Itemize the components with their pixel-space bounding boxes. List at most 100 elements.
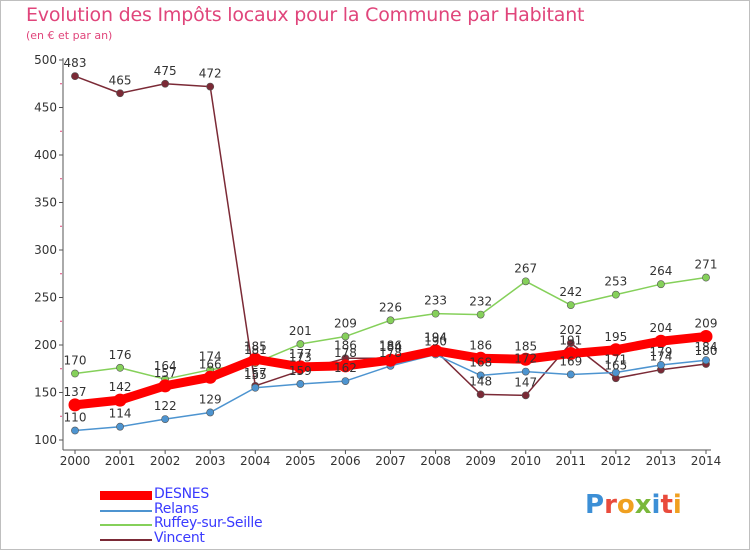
data-point — [431, 309, 440, 318]
data-label: 194 — [424, 331, 447, 345]
data-label: 195 — [604, 330, 627, 344]
data-point — [341, 377, 350, 385]
chart-title: Evolution des Impôts locaux pour la Comm… — [26, 4, 585, 26]
x-tick-label: 2001 — [105, 454, 136, 468]
data-label: 184 — [695, 340, 718, 354]
x-tick-label: 2005 — [285, 454, 316, 468]
y-tick-label: 400 — [34, 148, 57, 162]
x-tick-label: 2014 — [691, 454, 722, 468]
data-point — [566, 370, 575, 379]
data-point — [248, 352, 262, 366]
data-label: 155 — [244, 368, 267, 382]
data-label: 178 — [379, 346, 402, 360]
data-label: 148 — [469, 374, 492, 388]
data-point — [566, 339, 575, 347]
legend-label-relans: Relans — [154, 501, 199, 517]
data-point — [116, 89, 124, 98]
data-label: 129 — [199, 392, 222, 406]
data-label: 177 — [289, 347, 312, 361]
data-label: 209 — [695, 316, 718, 330]
data-point — [566, 301, 575, 309]
data-label: 178 — [334, 346, 357, 360]
y-tick-label: 100 — [34, 433, 57, 447]
data-label: 226 — [379, 300, 402, 314]
proxiti-logo: Proxiti — [585, 490, 682, 520]
data-label: 184 — [379, 340, 402, 354]
y-tick-label: 350 — [34, 196, 57, 210]
data-label: 166 — [199, 357, 222, 371]
legend-swatch-vincent — [100, 539, 152, 541]
data-label: 170 — [64, 354, 87, 368]
data-label: 232 — [469, 295, 492, 309]
data-point — [296, 380, 305, 388]
data-point — [338, 359, 352, 373]
data-point — [476, 371, 485, 380]
data-point — [521, 367, 530, 376]
data-label: 180 — [695, 344, 718, 358]
data-label: 169 — [559, 354, 582, 368]
data-point — [564, 347, 578, 361]
y-tick-label: 200 — [34, 338, 57, 352]
data-label: 137 — [64, 385, 87, 399]
data-label: 185 — [514, 339, 537, 353]
data-label: 185 — [244, 339, 267, 353]
data-point — [476, 390, 485, 399]
data-point — [293, 360, 307, 374]
legend-label-desnes: DESNES — [154, 486, 209, 502]
x-tick-label: 2008 — [420, 454, 451, 468]
logo-letter: i — [651, 490, 661, 520]
logo-letter: r — [604, 490, 617, 520]
data-label: 267 — [514, 261, 537, 275]
data-label: 186 — [469, 338, 492, 352]
y-tick-label: 150 — [34, 386, 57, 400]
data-label: 114 — [109, 407, 132, 421]
y-tick-label: 250 — [34, 291, 57, 305]
data-label: 172 — [514, 352, 537, 366]
x-tick-label: 2006 — [330, 454, 361, 468]
legend-swatch-relans — [100, 510, 152, 512]
legend-swatch-ruffey — [100, 524, 152, 526]
legend-swatch-desnes — [100, 491, 152, 500]
data-point — [611, 290, 620, 299]
data-label: 186 — [379, 338, 402, 352]
x-tick-label: 2009 — [465, 454, 496, 468]
data-label: 168 — [469, 355, 492, 369]
x-tick-label: 2004 — [240, 454, 271, 468]
data-label: 194 — [424, 331, 447, 345]
data-point — [158, 379, 172, 393]
x-tick-label: 2012 — [601, 454, 632, 468]
data-label: 122 — [154, 399, 177, 413]
data-label: 179 — [649, 345, 672, 359]
data-point — [519, 352, 533, 366]
data-label: 157 — [154, 366, 177, 380]
data-label: 142 — [109, 380, 132, 394]
x-tick-label: 2007 — [375, 454, 406, 468]
x-tick-label: 2002 — [150, 454, 181, 468]
data-point — [657, 280, 665, 289]
data-point — [341, 332, 350, 341]
data-label: 209 — [334, 316, 357, 330]
x-tick-label: 2003 — [195, 454, 226, 468]
data-label: 475 — [154, 64, 177, 78]
x-tick-label: 2013 — [646, 454, 677, 468]
x-tick-label: 2010 — [510, 454, 541, 468]
data-point — [206, 408, 215, 417]
data-point — [521, 391, 530, 400]
data-label: 186 — [334, 338, 357, 352]
data-label: 159 — [289, 364, 312, 378]
data-point — [71, 426, 79, 435]
data-point — [474, 351, 488, 365]
logo-letter: i — [672, 490, 682, 520]
data-point — [161, 415, 170, 423]
data-point — [71, 369, 79, 378]
x-tick-label: 2000 — [60, 454, 91, 468]
data-label: 181 — [244, 343, 267, 357]
legend-label-ruffey: Ruffey-sur-Seille — [154, 515, 263, 531]
data-point — [702, 356, 710, 365]
logo-letter: x — [634, 490, 652, 520]
data-point — [611, 368, 620, 377]
legend-label-vincent: Vincent — [154, 530, 205, 546]
data-label: 157 — [244, 366, 267, 380]
data-point — [609, 343, 623, 357]
data-point — [657, 361, 665, 369]
